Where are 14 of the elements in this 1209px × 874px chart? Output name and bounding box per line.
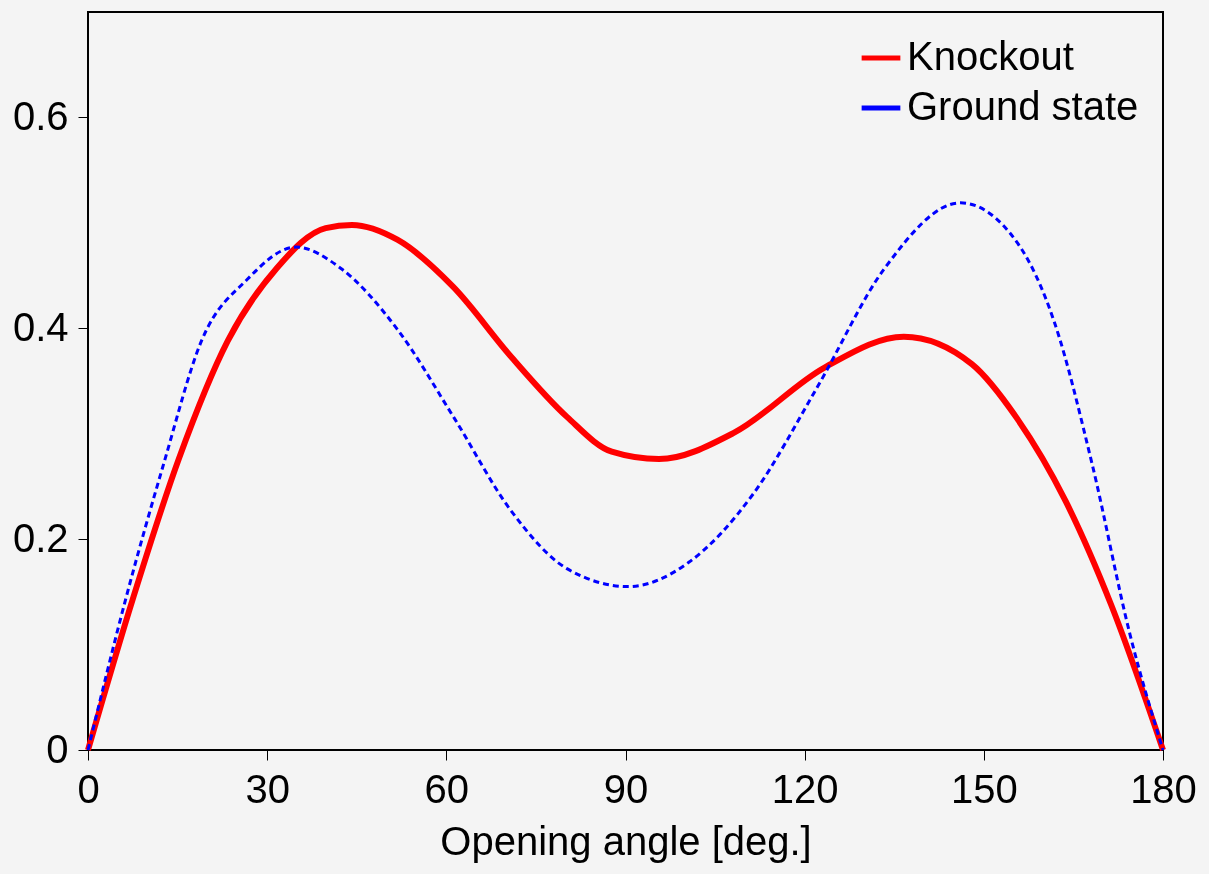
y-tick-label: 0.4 (12, 304, 69, 349)
x-tick-label: 0 (77, 766, 100, 811)
x-tick-label: 90 (603, 766, 649, 811)
legend-label: Knockout (907, 34, 1074, 78)
x-tick-label: 60 (424, 766, 470, 811)
x-axis-title: Opening angle [deg.] (440, 818, 812, 863)
y-tick-label: 0.6 (12, 93, 69, 138)
x-tick-label: 30 (245, 766, 290, 811)
x-tick-label: 180 (1130, 766, 1197, 811)
y-tick-label: 0.2 (12, 515, 69, 560)
y-tick-label: 0 (46, 726, 69, 771)
legend-label: Ground state (907, 84, 1139, 128)
x-tick-label: 120 (771, 766, 839, 811)
x-tick-label: 150 (950, 766, 1018, 811)
